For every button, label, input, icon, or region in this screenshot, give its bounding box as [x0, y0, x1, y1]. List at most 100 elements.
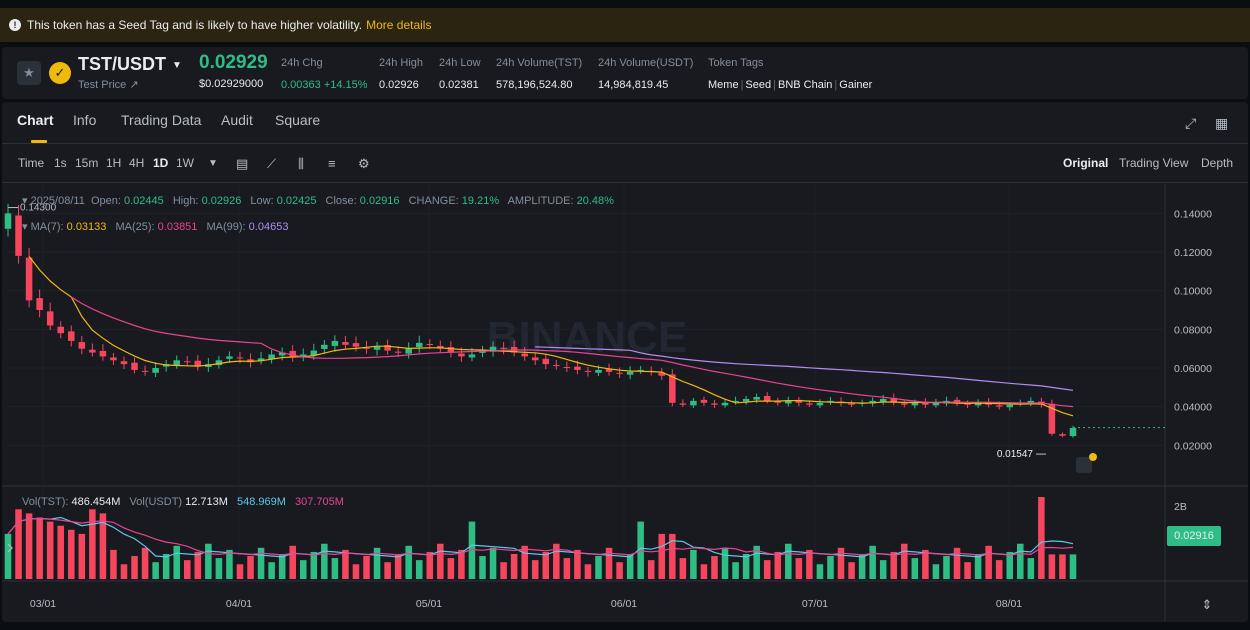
volume-bar	[479, 556, 486, 579]
ma7-line	[28, 256, 1074, 417]
volume-bar	[1027, 558, 1035, 579]
test-price-link[interactable]: Test Price ↗	[78, 79, 139, 91]
tab-audit[interactable]: Audit	[221, 112, 253, 128]
more-details-link[interactable]: More details	[366, 18, 432, 32]
tab-trading-data[interactable]: Trading Data	[121, 112, 202, 128]
volume-bar	[46, 521, 54, 579]
indicator-icon[interactable]: ⟋	[267, 156, 277, 171]
candle-body	[774, 401, 782, 403]
volume-bar	[447, 558, 455, 579]
volume-bar	[932, 564, 940, 579]
volume-bar	[574, 549, 581, 579]
candle-body	[310, 350, 318, 356]
volume-bar	[521, 545, 528, 579]
settings-gear-icon[interactable]: ⚙	[358, 156, 370, 171]
volume-bar	[321, 543, 328, 579]
high-marker-label: 0.14300	[20, 203, 57, 214]
volume-bar	[352, 564, 360, 579]
interval-1d[interactable]: 1D	[153, 156, 169, 170]
calendar-icon[interactable]: ▤	[236, 156, 249, 171]
volume-bar	[595, 556, 602, 579]
tag-seed[interactable]: Seed	[745, 79, 772, 91]
token-logo-icon: ✓	[49, 62, 71, 84]
x-tick-label: 06/01	[611, 598, 637, 610]
fullscreen-icon[interactable]: ⤢	[1185, 115, 1197, 131]
candle-body	[25, 257, 33, 301]
stat-24h-high: 24h High 0.02926	[379, 57, 424, 91]
volume-bar	[458, 549, 465, 579]
candle-body	[763, 395, 771, 401]
volume-bar	[331, 558, 339, 579]
view-trading-view[interactable]: Trading View	[1119, 156, 1189, 170]
candlestick-chart[interactable]: BINANCE 0.14000 0.12000 0.10000 0.08000 0.060…	[2, 184, 1248, 622]
candle-body	[194, 360, 202, 367]
volume-bar	[415, 560, 423, 579]
ohlc-collapse-icon[interactable]: ▾	[22, 195, 31, 207]
view-original[interactable]: Original	[1063, 156, 1109, 170]
volume-bar	[141, 547, 149, 579]
interval-4h[interactable]: 4H	[129, 156, 145, 170]
view-depth[interactable]: Depth	[1201, 156, 1234, 170]
interval-15m[interactable]: 15m	[75, 156, 99, 170]
tab-square[interactable]: Square	[275, 112, 321, 128]
seed-tag-banner: ! This token has a Seed Tag and is likel…	[0, 8, 1250, 42]
volume-bar	[131, 556, 138, 579]
volume-ma1-line	[7, 516, 1074, 558]
candle-body	[110, 357, 117, 361]
layout-icon[interactable]: ≡	[328, 156, 336, 171]
candle-body	[78, 342, 86, 349]
volume-bar	[1017, 543, 1024, 579]
tag-gainer[interactable]: Gainer	[839, 79, 873, 91]
candle-body	[911, 402, 919, 406]
interval-1s[interactable]: 1s	[54, 156, 67, 170]
candle-body	[669, 374, 676, 403]
candle-body	[479, 350, 486, 353]
volume-bar	[36, 517, 43, 579]
volume-bar	[953, 547, 961, 579]
candle-body	[426, 343, 434, 345]
candle-body	[415, 342, 423, 348]
ma-collapse-icon[interactable]: ▾	[22, 221, 31, 233]
volume-bar	[1038, 497, 1045, 579]
last-price: 0.02929	[199, 52, 268, 73]
tab-chart[interactable]: Chart	[17, 112, 54, 143]
candle-body	[215, 360, 223, 366]
pair-dropdown-caret-icon[interactable]: ▼	[172, 60, 182, 71]
candle-body	[879, 398, 887, 402]
pair-name[interactable]: TST/USDT	[78, 54, 166, 74]
volume-bar	[299, 560, 307, 579]
favorite-star-icon[interactable]: ★	[17, 61, 41, 85]
candle-type-icon[interactable]: ⫼	[298, 156, 304, 171]
interval-dropdown-icon[interactable]: ▼	[208, 158, 218, 169]
volume-bar	[1048, 554, 1056, 579]
binance-watermark: BINANCE	[487, 313, 687, 362]
volume-bar	[879, 560, 887, 579]
interval-1h[interactable]: 1H	[106, 156, 122, 170]
candle-body	[932, 402, 940, 406]
candle-body	[742, 398, 750, 402]
candle-body	[953, 399, 961, 403]
candle-body	[89, 349, 96, 353]
volume-bar	[848, 562, 855, 579]
candle-body	[468, 354, 476, 358]
candle-body	[658, 372, 666, 376]
tag-bnb-chain[interactable]: BNB Chain	[777, 79, 833, 91]
volume-bar	[120, 564, 128, 579]
grid-layout-icon[interactable]: ▦	[1215, 115, 1229, 131]
candle-body	[489, 346, 497, 352]
interval-1w[interactable]: 1W	[176, 156, 194, 170]
candle-body	[15, 215, 22, 256]
candle-body	[816, 402, 824, 406]
candle-body	[806, 403, 813, 405]
tab-info[interactable]: Info	[73, 112, 97, 128]
notes-icon	[1076, 457, 1092, 473]
chart-area[interactable]: BINANCE 0.14000 0.12000 0.10000 0.08000 0.060…	[2, 184, 1248, 622]
candle-body	[67, 331, 75, 341]
volume-bar	[542, 551, 550, 579]
candle-body	[795, 399, 803, 403]
candle-body	[57, 326, 64, 334]
candle-body	[605, 368, 613, 372]
tag-meme[interactable]: Meme	[708, 79, 739, 91]
candle-body	[995, 405, 1003, 407]
interval-time[interactable]: Time	[18, 156, 45, 170]
